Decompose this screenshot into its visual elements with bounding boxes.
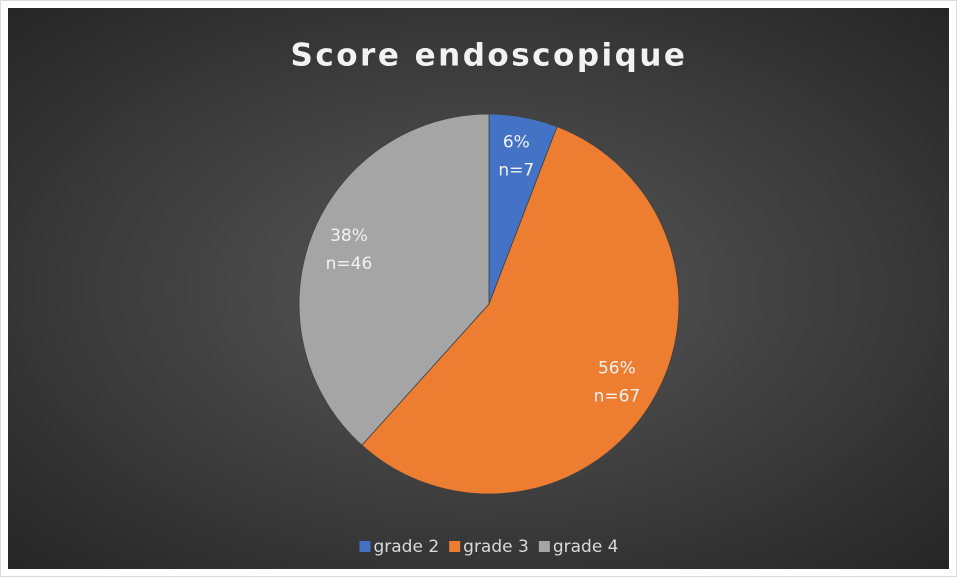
legend-swatch: [538, 541, 550, 552]
pie-slice: [298, 113, 490, 446]
legend-label: grade 2: [373, 537, 439, 557]
legend-label: grade 4: [553, 537, 619, 557]
legend-label: grade 3: [463, 537, 529, 557]
percentage-label: 38%: [330, 226, 368, 246]
chart-title: Score endoscopique: [291, 38, 688, 74]
data-label: n=67: [594, 386, 641, 406]
percentage-label: 56%: [598, 358, 636, 378]
legend-swatch: [359, 541, 371, 552]
legend-swatch: [449, 541, 461, 552]
data-label: n=46: [326, 254, 373, 274]
data-label: n=7: [498, 161, 534, 181]
percentage-label: 6%: [503, 133, 530, 153]
pie-slice: [361, 126, 680, 495]
